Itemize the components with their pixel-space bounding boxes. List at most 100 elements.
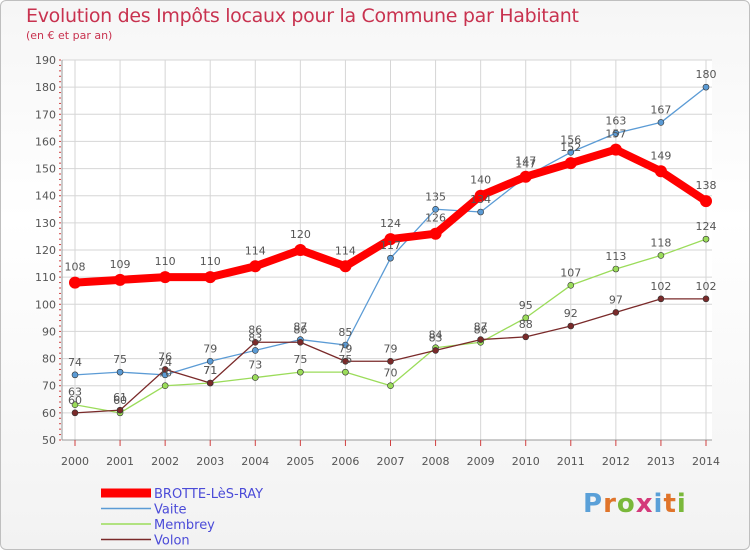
data-label: 74	[158, 356, 172, 369]
data-label: 114	[245, 244, 266, 257]
data-point	[339, 260, 352, 273]
data-label: 70	[158, 367, 172, 380]
y-tick-label: 80	[42, 353, 56, 366]
data-point	[384, 233, 397, 246]
data-point	[654, 165, 667, 178]
x-tick-label: 2009	[467, 455, 495, 468]
data-point	[342, 341, 349, 349]
legend-label: Membrey	[154, 518, 215, 533]
data-label: 83	[248, 331, 262, 344]
data-point	[612, 129, 620, 137]
data-label: 97	[609, 293, 623, 306]
data-label: 109	[110, 258, 131, 271]
y-tick-label: 140	[35, 190, 56, 203]
data-point	[116, 406, 124, 414]
x-tick-label: 2014	[692, 455, 720, 468]
data-point	[71, 409, 79, 417]
y-tick-label: 60	[42, 407, 56, 420]
data-label: 75	[113, 353, 127, 366]
y-tick-label: 120	[35, 244, 56, 257]
data-label: 152	[560, 141, 581, 154]
logo-letter: i	[676, 489, 687, 519]
data-label: 134	[470, 193, 491, 206]
data-point	[702, 295, 710, 303]
data-label: 74	[68, 356, 82, 369]
data-label: 83	[429, 331, 443, 344]
data-point	[249, 260, 262, 273]
data-label: 149	[650, 149, 671, 162]
data-label: 71	[203, 364, 217, 377]
x-tick-label: 2000	[61, 455, 89, 468]
data-point	[206, 379, 214, 387]
y-tick-label: 130	[35, 217, 56, 230]
data-label: 87	[293, 321, 307, 334]
data-point	[477, 336, 484, 343]
data-label: 86	[474, 323, 488, 336]
proxiti-logo: Proxiti	[583, 489, 687, 519]
data-point	[114, 273, 127, 286]
y-tick-label: 150	[35, 163, 56, 176]
data-point	[612, 265, 620, 273]
data-point	[612, 309, 620, 316]
y-tick-label: 90	[42, 325, 56, 338]
data-label: 157	[605, 128, 626, 141]
y-tick-label: 180	[35, 81, 56, 94]
data-point	[609, 143, 622, 156]
data-point	[429, 227, 442, 240]
y-tick-label: 50	[42, 434, 56, 447]
data-point	[204, 271, 217, 284]
data-label: 102	[696, 280, 717, 293]
data-label: 138	[696, 179, 717, 192]
x-tick-label: 2004	[241, 455, 269, 468]
x-tick-label: 2005	[286, 455, 314, 468]
y-tick-label: 100	[35, 298, 56, 311]
data-label: 108	[65, 261, 86, 274]
data-point	[251, 347, 259, 354]
data-label: 75	[338, 353, 352, 366]
data-point	[161, 382, 169, 390]
x-tick-label: 2003	[196, 455, 224, 468]
data-point	[387, 254, 394, 262]
x-tick-label: 2007	[377, 455, 405, 468]
data-point	[297, 338, 304, 346]
data-label: 95	[519, 299, 533, 312]
data-label: 118	[650, 236, 671, 249]
data-point	[567, 148, 575, 156]
data-label: 124	[380, 217, 401, 230]
data-point	[71, 401, 79, 409]
data-point	[206, 357, 214, 365]
data-point	[251, 338, 259, 346]
data-label: 126	[425, 212, 446, 225]
y-tick-label: 70	[42, 380, 56, 393]
x-tick-label: 2012	[602, 455, 630, 468]
data-label: 86	[248, 323, 262, 336]
data-point	[702, 235, 710, 243]
data-label: 107	[560, 266, 581, 279]
data-label: 71	[203, 364, 217, 377]
data-point	[657, 119, 665, 126]
data-label: 73	[248, 359, 262, 372]
data-label: 147	[515, 155, 536, 168]
data-point	[387, 357, 394, 365]
data-point	[432, 205, 439, 213]
x-tick-label: 2010	[512, 455, 540, 468]
y-tick-label: 110	[35, 271, 56, 284]
x-tick-label: 2008	[422, 455, 450, 468]
data-label: 114	[335, 244, 356, 257]
data-label: 86	[293, 323, 307, 336]
x-tick-label: 2002	[151, 455, 179, 468]
data-label: 156	[560, 133, 581, 146]
data-point	[342, 357, 349, 365]
data-label: 79	[338, 342, 352, 355]
data-label: 180	[696, 68, 717, 81]
data-point	[519, 170, 532, 183]
data-point	[567, 281, 575, 289]
logo-letter: P	[583, 489, 604, 519]
data-label: 113	[605, 250, 626, 263]
data-label: 85	[338, 326, 352, 339]
data-label: 140	[470, 174, 491, 187]
data-label: 147	[515, 158, 536, 171]
data-point	[522, 314, 530, 322]
legend-label: Volon	[154, 534, 190, 549]
data-point	[432, 347, 439, 354]
